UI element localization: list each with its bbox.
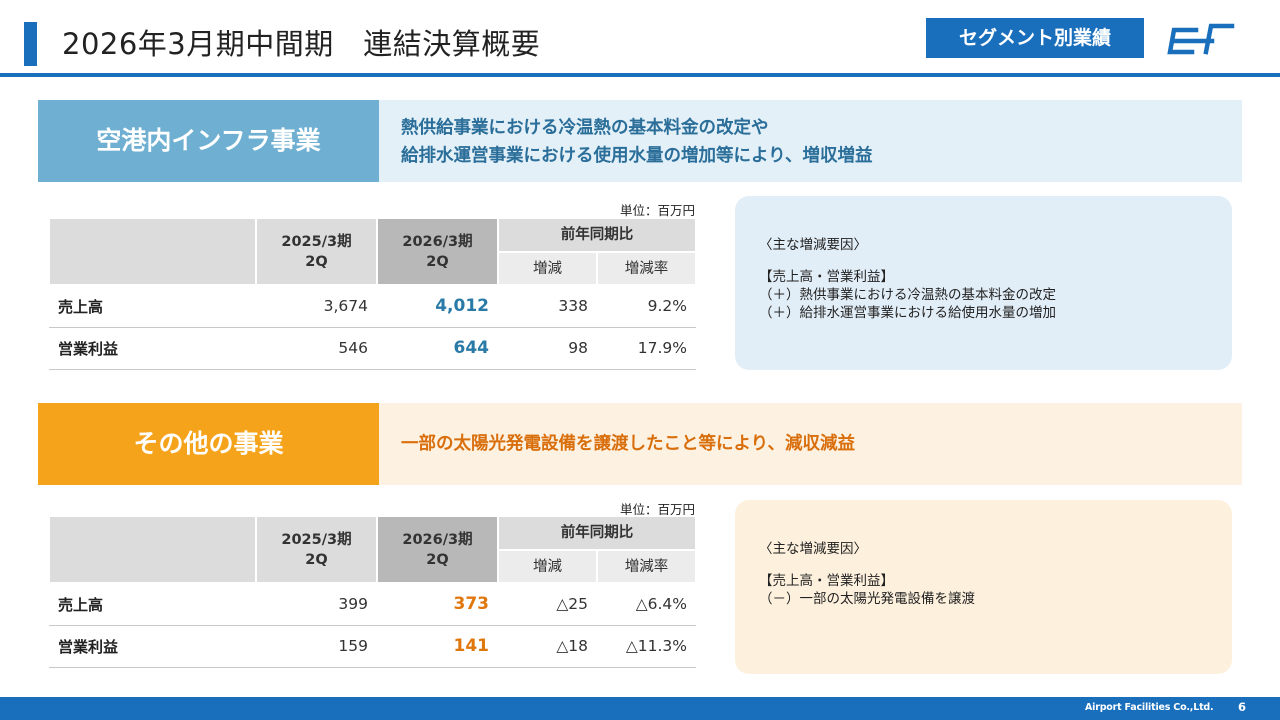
segment-badge: セグメント別業績	[926, 18, 1144, 58]
value-current: 4,012	[377, 285, 498, 328]
column-header-change: 増減	[497, 549, 598, 584]
factor-item: （－）一部の太陽光発電設備を譲渡	[759, 591, 975, 607]
segment-summary: 熱供給事業における冷温熱の基本料金の改定や 給排水運営事業における使用水量の増加…	[379, 100, 1242, 182]
row-label: 売上高	[49, 285, 256, 328]
factors-heading: 〈主な増減要因〉	[759, 541, 867, 557]
footer-bar	[0, 697, 1280, 720]
segment-summary-line: 給排水運営事業における使用水量の増加等により、増収増益	[401, 146, 873, 166]
factor-item: （＋）給排水運営事業における給使用水量の増加	[759, 305, 1056, 321]
value-prev: 546	[256, 327, 377, 370]
segment-name: その他の事業	[38, 403, 379, 485]
segment-other-header: その他の事業 一部の太陽光発電設備を譲渡したこと等により、減収減益	[38, 403, 1242, 485]
column-header-line: 2025/3期	[281, 233, 352, 250]
factor-item: （＋）熱供事業における冷温熱の基本料金の改定	[759, 287, 1056, 303]
value-current: 373	[377, 583, 498, 626]
column-header-rate: 増減率	[596, 549, 697, 584]
company-logo-icon	[1167, 23, 1235, 55]
value-current: 644	[377, 327, 498, 370]
value-change: △25	[498, 583, 597, 626]
factors-box: 〈主な増減要因〉 【売上高・営業利益】 （－）一部の太陽光発電設備を譲渡	[735, 500, 1232, 674]
footer-company-name: Airport Facilities Co.,Ltd.	[1085, 702, 1214, 713]
column-header-line: 2Q	[426, 551, 449, 568]
segment-summary-line: 一部の太陽光発電設備を譲渡したこと等により、減収減益	[401, 434, 855, 454]
value-rate: 17.9%	[597, 327, 696, 370]
column-header-prev-period: 2025/3期 2Q	[255, 515, 378, 584]
table-corner-cell	[48, 217, 257, 286]
column-header-prev-period: 2025/3期 2Q	[255, 217, 378, 286]
value-rate: 9.2%	[597, 285, 696, 328]
page-number: 6	[1238, 700, 1247, 714]
table-row: 営業利益 546 644 98 17.9%	[49, 327, 696, 370]
column-header-line: 2025/3期	[281, 531, 352, 548]
unit-label: 単位：百万円	[619, 203, 695, 218]
table-corner-cell	[48, 515, 257, 584]
factors-subheading: 【売上高・営業利益】	[759, 269, 894, 285]
value-rate: △6.4%	[597, 583, 696, 626]
row-label: 営業利益	[49, 625, 256, 668]
segment-other-table: 2025/3期 2Q 2026/3期 2Q 前年同期比 増減 増減率 売上高 3…	[48, 515, 697, 668]
value-current: 141	[377, 625, 498, 668]
value-change: 338	[498, 285, 597, 328]
row-label: 売上高	[49, 583, 256, 626]
segment-summary-line: 熱供給事業における冷温熱の基本料金の改定や	[401, 118, 769, 138]
column-header-current-period: 2026/3期 2Q	[376, 217, 499, 286]
value-prev: 159	[256, 625, 377, 668]
factors-heading: 〈主な増減要因〉	[759, 237, 867, 253]
title-accent-bar	[24, 22, 37, 66]
value-change: 98	[498, 327, 597, 370]
column-header-line: 2026/3期	[402, 233, 473, 250]
row-label: 営業利益	[49, 327, 256, 370]
factors-subheading: 【売上高・営業利益】	[759, 573, 894, 589]
value-prev: 3,674	[256, 285, 377, 328]
segment-airport-infra-header: 空港内インフラ事業 熱供給事業における冷温熱の基本料金の改定や 給排水運営事業に…	[38, 100, 1242, 182]
segment-name: 空港内インフラ事業	[38, 100, 379, 182]
column-header-change: 増減	[497, 251, 598, 286]
column-header-line: 2Q	[305, 551, 328, 568]
unit-label: 単位：百万円	[619, 502, 695, 517]
column-header-line: 2Q	[426, 253, 449, 270]
value-rate: △11.3%	[597, 625, 696, 668]
factors-box: 〈主な増減要因〉 【売上高・営業利益】 （＋）熱供事業における冷温熱の基本料金の…	[735, 196, 1232, 370]
column-header-current-period: 2026/3期 2Q	[376, 515, 499, 584]
column-header-line: 2Q	[305, 253, 328, 270]
column-header-line: 2026/3期	[402, 531, 473, 548]
header-divider	[0, 73, 1280, 77]
table-row: 売上高 399 373 △25 △6.4%	[49, 583, 696, 626]
page-title: 2026年3月期中間期 連結決算概要	[62, 27, 541, 61]
value-change: △18	[498, 625, 597, 668]
value-prev: 399	[256, 583, 377, 626]
table-row: 営業利益 159 141 △18 △11.3%	[49, 625, 696, 668]
segment-airport-infra-table: 2025/3期 2Q 2026/3期 2Q 前年同期比 増減 増減率 売上高 3…	[48, 217, 697, 370]
table-row: 売上高 3,674 4,012 338 9.2%	[49, 285, 696, 328]
column-header-rate: 増減率	[596, 251, 697, 286]
column-header-yoy: 前年同期比	[497, 217, 697, 253]
segment-summary: 一部の太陽光発電設備を譲渡したこと等により、減収減益	[379, 403, 1242, 485]
column-header-yoy: 前年同期比	[497, 515, 697, 551]
